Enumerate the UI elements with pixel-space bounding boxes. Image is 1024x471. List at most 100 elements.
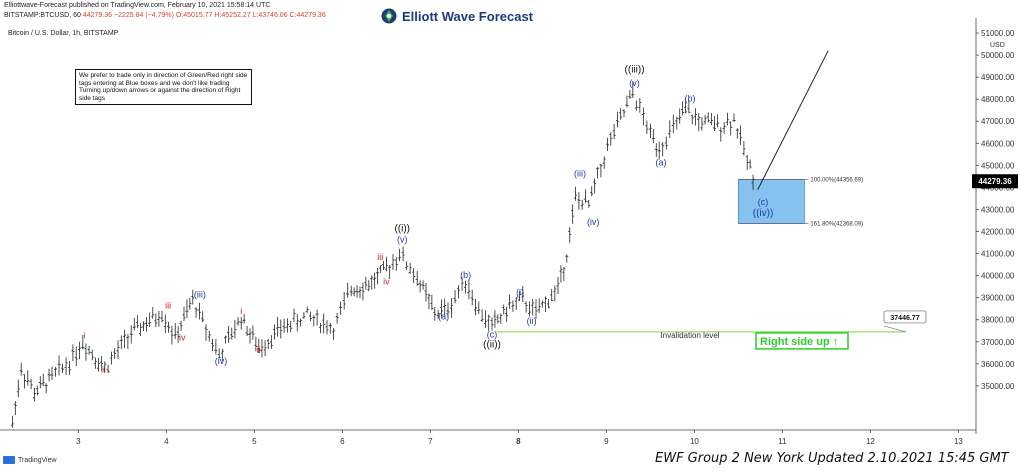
y-tick-label: 36000.00 (981, 360, 1015, 369)
candle-bar (23, 374, 26, 389)
candle-bar (584, 189, 587, 203)
candle-bar (204, 324, 208, 342)
candle-bar (412, 268, 416, 283)
candle-bar (703, 114, 707, 125)
candle-bar (681, 101, 685, 116)
candle-bar (690, 114, 694, 125)
x-tick-label: 12 (866, 437, 875, 446)
candle-bar (29, 379, 33, 390)
x-tick-label: 10 (690, 437, 699, 446)
candle-bar (285, 318, 289, 333)
candle-bar (580, 199, 584, 210)
candle-bar (328, 322, 332, 334)
candle-bar (38, 376, 42, 389)
candle-bar (709, 112, 713, 126)
candle-bar (415, 270, 419, 286)
invalidation-value-label: 37446.77 (890, 315, 919, 322)
candle-bar (543, 296, 547, 312)
candle-bar (214, 339, 218, 355)
wave-label: ((i)) (394, 224, 410, 235)
candle-bar (135, 315, 139, 329)
candle-bar (424, 282, 428, 302)
y-tick-label: 39000.00 (981, 294, 1015, 303)
candle-bar (194, 307, 198, 318)
candle-bar (622, 109, 626, 118)
candle-bar (10, 415, 14, 428)
y-unit-label: USD (990, 42, 1005, 49)
candle-bar (531, 298, 535, 316)
candle-bar (574, 186, 578, 201)
x-tick-label: 11 (778, 437, 787, 446)
candle-bar (176, 326, 180, 344)
candle-bar (78, 341, 81, 360)
candle-bar (405, 261, 409, 270)
candle-bar (170, 326, 174, 345)
candle-bar (729, 121, 733, 136)
candle-bar (188, 297, 192, 310)
y-tick-label: 35000.00 (981, 382, 1015, 391)
candle-bar (90, 349, 94, 361)
candle-bar (388, 264, 392, 280)
candle-bar (599, 163, 603, 178)
y-tick-label: 49000.00 (981, 73, 1015, 82)
candle-bar (191, 289, 195, 305)
candle-bar (518, 290, 521, 302)
symbol-info: BITSTAMP:BTCUSD, 60 44279.36 −2225.84 (−… (4, 12, 326, 19)
candle-bar (450, 298, 454, 318)
candle-bar (550, 288, 554, 302)
tradingview-logo[interactable]: TradingView (3, 456, 57, 464)
invalidation-callout-line (883, 325, 907, 333)
trading-note: We prefer to trade only in direction of … (75, 69, 252, 106)
candle-bar (430, 294, 434, 311)
candle-bar (590, 186, 594, 197)
tradingview-icon (3, 456, 15, 464)
candle-bar (109, 351, 113, 365)
y-tick-label: 51000.00 (981, 29, 1015, 38)
candle-bar (269, 335, 273, 349)
candle-bar (514, 296, 518, 311)
current-price-tag (972, 174, 1018, 189)
publish-info: Elliottwave-Forecast published on Tradin… (4, 2, 271, 9)
candle-bar (625, 95, 629, 108)
candle-bar (81, 335, 85, 350)
candle-bar (732, 113, 736, 123)
candle-bar (251, 325, 255, 340)
candle-bar (332, 328, 336, 340)
candle-bar (335, 312, 339, 324)
candle-bar (242, 313, 246, 324)
x-tick-label: 4 (164, 437, 169, 446)
candle-bar (207, 331, 211, 342)
candle-bar (236, 317, 240, 326)
wave-label: iii (377, 252, 383, 262)
candle-bar (154, 313, 158, 328)
candle-bar (587, 199, 591, 208)
candle-bar (511, 300, 515, 312)
wave-label: ii (257, 345, 261, 355)
ewf-logo-icon (381, 8, 397, 24)
candle-bar (74, 346, 78, 367)
tradingview-text: TradingView (18, 456, 57, 464)
candle-bar (735, 128, 739, 139)
candle-bar (376, 267, 380, 285)
candle-bar (638, 98, 642, 113)
candle-bar (273, 324, 277, 340)
candle-bar (138, 322, 142, 337)
candle-bar (401, 246, 405, 262)
candle-bar (433, 307, 437, 321)
candle-bar (748, 159, 752, 169)
candle-bar (257, 338, 261, 353)
candle-bar (687, 100, 691, 114)
wave-label: (ii) (527, 316, 537, 326)
candle-bar (745, 154, 749, 170)
footer-update: EWF Group 2 New York Updated 2.10.2021 1… (655, 451, 1009, 466)
candle-bar (664, 136, 668, 150)
candle-bar (47, 368, 51, 382)
candle-bar (201, 311, 205, 323)
wave-label: (v) (397, 235, 408, 245)
fib-level-label: 161.80%(42368.09) (810, 221, 863, 227)
candle-bar (302, 311, 306, 319)
candle-bar (493, 310, 497, 328)
candle-bar (68, 360, 72, 375)
logo-text: Elliott Wave Forecast (402, 8, 533, 24)
